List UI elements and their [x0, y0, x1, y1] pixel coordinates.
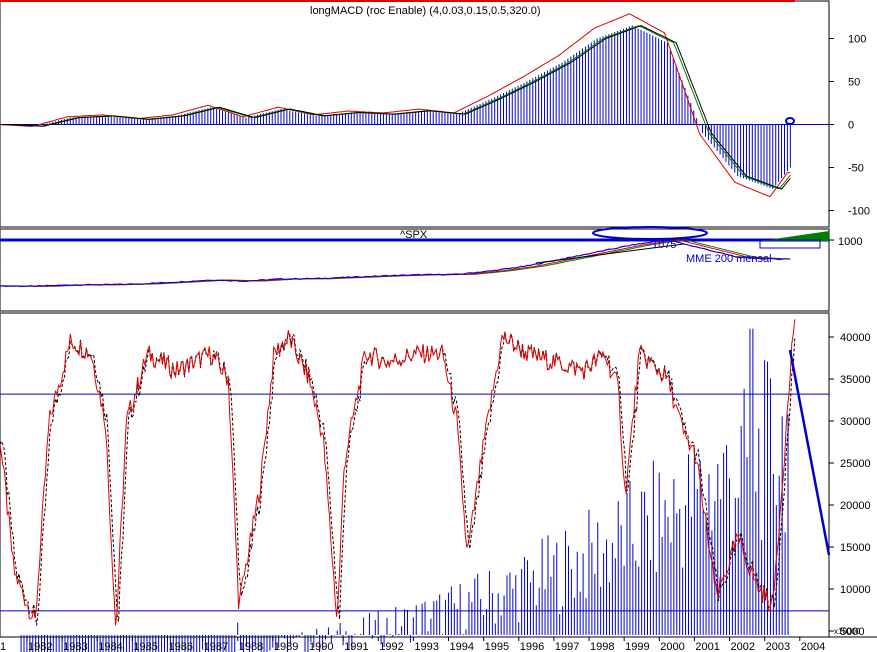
x-tick-label: 1996 — [520, 641, 544, 652]
macd-ytick-label: 0 — [848, 120, 854, 132]
macd-title: longMACD (roc Enable) (4,0.03,0.15,0.5,3… — [310, 5, 541, 17]
mme-label: MME 200 mensal — [686, 253, 772, 265]
macd-signal-line — [0, 25, 791, 190]
x-tick-label: 1985 — [133, 641, 157, 652]
macd-frame — [0, 0, 830, 228]
spx-trend-line — [535, 243, 685, 264]
osc-ytick-label: 25000 — [840, 458, 871, 470]
x-tick-label: 1 — [0, 641, 6, 652]
x-tick-label: 1997 — [555, 641, 579, 652]
macd-panel: 100 50 0 -50 -100 — [0, 13, 870, 218]
volume-unit: x10000 — [834, 627, 861, 636]
x-tick-label: 2001 — [695, 641, 719, 652]
x-tick-label: 1982 — [28, 641, 52, 652]
x-tick-label: 1998 — [590, 641, 614, 652]
macd-ytick-label: -50 — [848, 163, 864, 175]
macd-ytick-label: 100 — [848, 34, 866, 46]
x-axis: 1 1982 1983 1984 1985 1986 1987 1988 1989 1990 199… — [0, 637, 825, 652]
osc-ytick-label: 10000 — [840, 584, 871, 596]
projection-arrow-line — [788, 349, 831, 556]
spx-close-line — [0, 238, 791, 288]
x-tick-label: 1995 — [485, 641, 509, 652]
x-tick-label: 1994 — [450, 641, 474, 652]
x-tick-label: 1983 — [63, 641, 87, 652]
x-tick-label: 1984 — [98, 641, 122, 652]
spx-panel — [0, 226, 834, 288]
x-tick-label: 2000 — [660, 641, 684, 652]
osc-ytick-label: 40000 — [840, 332, 871, 344]
x-tick-label: 1999 — [625, 641, 649, 652]
osc-frame — [0, 312, 830, 638]
x-tick-label: 2004 — [801, 641, 825, 652]
spx-ytick: 1000 — [838, 236, 862, 248]
x-tick-label: 1991 — [344, 641, 368, 652]
osc-ytick-label: 30000 — [840, 416, 871, 428]
frames — [0, 0, 877, 638]
spx-title: ^SPX — [400, 229, 428, 241]
oscillator-line — [0, 319, 796, 626]
x-tick-label: 1987 — [204, 641, 228, 652]
x-tick-label: 1989 — [274, 641, 298, 652]
x-tick-label: 1993 — [414, 641, 438, 652]
oscillator-signal-line — [0, 330, 796, 626]
spx-legend-box — [759, 239, 821, 249]
spx-frame — [0, 228, 830, 312]
macd-line — [0, 13, 791, 198]
macd-trigger-line — [0, 25, 791, 190]
macd-marker — [785, 117, 795, 125]
spx-highlight-ellipse — [592, 226, 708, 240]
x-tick-label: 1992 — [379, 641, 403, 652]
osc-ytick-label: 15000 — [840, 542, 871, 554]
osc-ytick-label: 20000 — [840, 500, 871, 512]
spx-wedge — [760, 231, 829, 241]
x-tick-label: 2002 — [731, 641, 755, 652]
osc-ytick-label: 5000 — [840, 626, 864, 638]
x-tick-label: 1990 — [309, 641, 333, 652]
spx-level-label: 1075 — [652, 239, 676, 251]
macd-ytick-label: -100 — [848, 206, 870, 218]
x-tick-label: 1988 — [239, 641, 263, 652]
oscillator-panel: 40000 35000 30000 25000 20000 15000 10000 5000 — [0, 319, 871, 652]
macd-ytick-label: 50 — [848, 77, 860, 89]
osc-ytick-label: 35000 — [840, 374, 871, 386]
x-tick-label: 2003 — [766, 641, 790, 652]
x-tick-label: 1986 — [169, 641, 193, 652]
